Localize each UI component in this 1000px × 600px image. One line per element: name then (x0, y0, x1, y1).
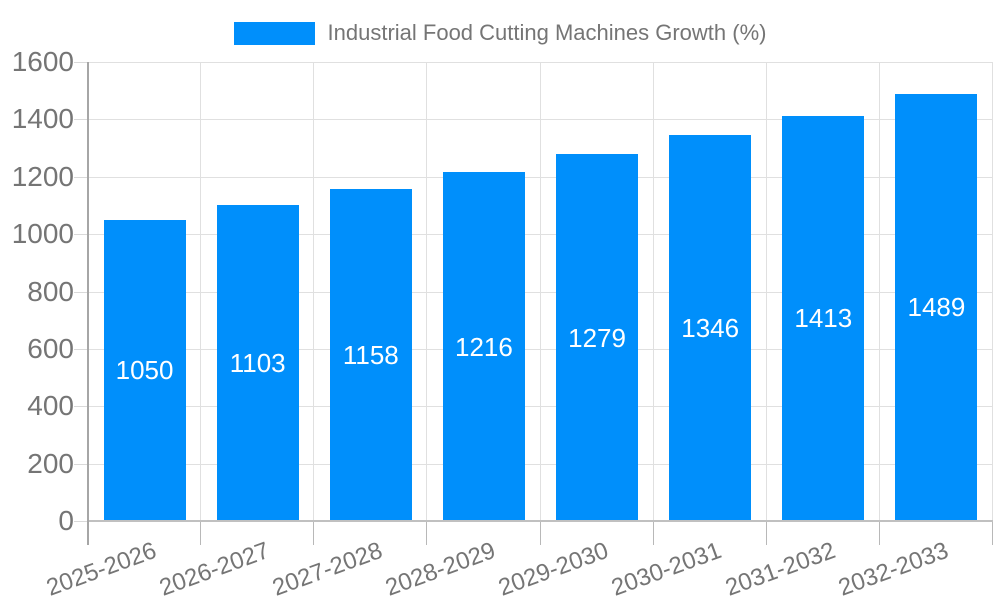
x-axis-label: 2031-2032 (721, 537, 839, 600)
bar-value-label: 1346 (681, 312, 740, 343)
y-axis-line (87, 62, 89, 545)
legend[interactable]: Industrial Food Cutting Machines Growth … (0, 20, 1000, 46)
gridline-horizontal (88, 119, 993, 121)
y-axis-label: 400 (27, 390, 74, 422)
bar-value-label: 1279 (568, 322, 626, 353)
y-axis-tick (74, 463, 88, 465)
bar-value-label: 1050 (115, 355, 174, 386)
bar: 1279 (556, 154, 639, 521)
gridline-vertical (313, 62, 315, 521)
y-axis-tick (74, 348, 88, 350)
x-axis-tick (539, 521, 541, 545)
bar: 1216 (442, 172, 525, 521)
x-axis-label: 2032-2033 (834, 537, 952, 600)
gridline-horizontal (88, 406, 993, 408)
x-axis-label: 2026-2027 (155, 537, 273, 600)
y-axis-label: 0 (58, 505, 74, 536)
y-axis-tick (74, 234, 88, 236)
gridline-horizontal (88, 234, 993, 236)
bar-value-label: 1158 (342, 339, 399, 370)
gridline-horizontal (88, 348, 993, 350)
x-axis-label: 2025-2026 (42, 537, 160, 600)
x-axis-label: 2030-2031 (608, 537, 726, 600)
y-axis-label: 1000 (11, 218, 74, 250)
y-axis-label: 600 (27, 332, 74, 364)
bar-value-label: 1216 (455, 331, 513, 362)
y-axis-label: 200 (27, 447, 74, 479)
bar: 1413 (782, 115, 865, 521)
x-axis-tick (200, 521, 202, 545)
x-axis-label: 2029-2030 (495, 537, 613, 600)
bar: 1158 (329, 188, 412, 521)
bar: 1346 (669, 134, 752, 521)
y-axis-label: 1400 (11, 103, 74, 135)
x-axis-tick (765, 521, 767, 545)
bar-value-label: 1413 (794, 303, 853, 334)
y-axis-tick (74, 521, 88, 522)
x-axis-label: 2027-2028 (268, 537, 387, 600)
bar-value-label: 1489 (907, 292, 966, 323)
x-axis-tick (992, 521, 993, 545)
bar: 1050 (103, 219, 186, 521)
y-axis-tick (74, 62, 88, 63)
x-axis-tick (652, 521, 654, 545)
plot-area: 1050 1103 1158 1216 1279 1346 1413 1489 (74, 62, 993, 545)
gridline-vertical (765, 62, 767, 521)
y-axis-tick (74, 406, 88, 408)
y-axis-label: 1600 (11, 46, 74, 77)
legend-swatch-icon (233, 21, 315, 45)
x-axis-tick (313, 521, 315, 545)
y-axis-tick (74, 291, 88, 293)
gridline-horizontal (88, 291, 993, 293)
gridline-vertical (200, 62, 202, 521)
y-axis-tick (74, 176, 88, 178)
gridline-horizontal (88, 463, 993, 465)
x-axis-label: 2028-2029 (382, 537, 500, 600)
x-axis-tick (878, 521, 880, 545)
gridline-horizontal (88, 176, 993, 178)
y-axis-label: 1200 (11, 160, 74, 192)
gridline-vertical (992, 62, 993, 521)
x-axis-line (88, 520, 993, 522)
y-axis-tick (74, 119, 88, 121)
gridline-vertical (652, 62, 654, 521)
bar: 1103 (216, 204, 299, 521)
bar: 1489 (895, 93, 978, 521)
x-axis-tick (426, 521, 428, 545)
gridline-vertical (539, 62, 541, 521)
gridline-horizontal (88, 62, 993, 63)
bar-value-label: 1103 (229, 347, 286, 378)
y-axis-label: 800 (27, 275, 74, 307)
gridline-vertical (878, 62, 880, 521)
gridline-vertical (426, 62, 428, 521)
legend-label: Industrial Food Cutting Machines Growth … (327, 20, 767, 45)
